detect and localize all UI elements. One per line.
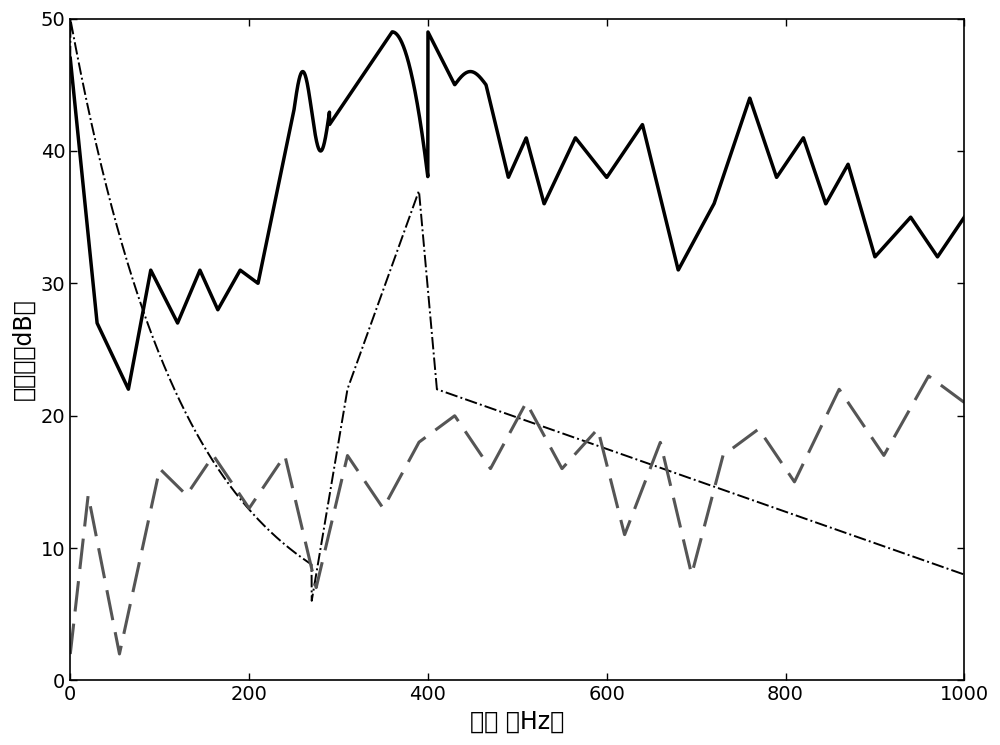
X-axis label: 频率 （Hz）: 频率 （Hz） xyxy=(470,710,564,734)
Y-axis label: 隔声量（dB）: 隔声量（dB） xyxy=(11,299,35,400)
